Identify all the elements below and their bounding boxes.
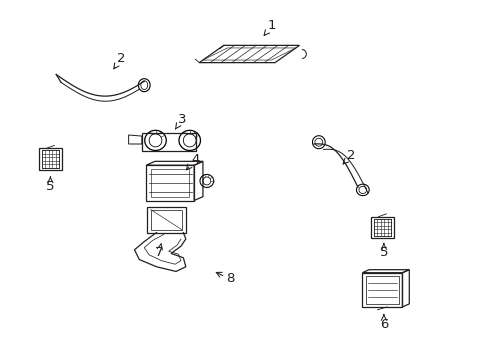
Text: 6: 6 bbox=[379, 315, 387, 330]
Bar bbox=[362, 273, 402, 307]
Bar bbox=[146, 207, 185, 233]
Bar bbox=[370, 217, 393, 238]
Bar bbox=[366, 276, 398, 304]
Bar bbox=[142, 133, 195, 151]
Text: 4: 4 bbox=[186, 153, 200, 170]
Bar bbox=[151, 169, 189, 197]
Text: 5: 5 bbox=[46, 177, 55, 193]
Text: 5: 5 bbox=[379, 243, 387, 259]
Text: 8: 8 bbox=[216, 273, 234, 285]
Text: 3: 3 bbox=[175, 113, 186, 129]
Bar bbox=[41, 150, 59, 168]
Text: 7: 7 bbox=[154, 243, 163, 259]
Bar bbox=[150, 210, 182, 230]
Text: 2: 2 bbox=[114, 52, 125, 69]
Text: 1: 1 bbox=[264, 19, 276, 36]
Bar bbox=[39, 148, 62, 170]
Bar bbox=[146, 165, 194, 201]
Text: 2: 2 bbox=[343, 149, 355, 164]
Bar bbox=[373, 219, 390, 236]
